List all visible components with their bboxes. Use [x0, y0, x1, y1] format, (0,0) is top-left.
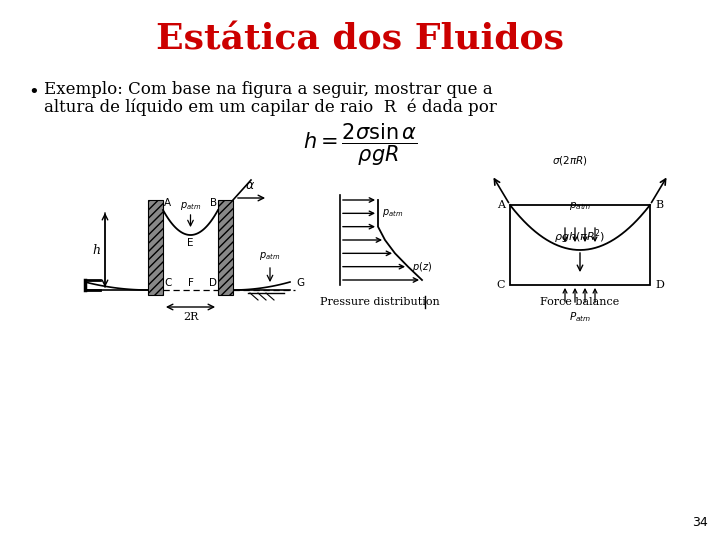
Text: $p_{atm}$: $p_{atm}$	[569, 200, 591, 212]
Text: h: h	[92, 244, 100, 256]
Text: F: F	[188, 278, 194, 288]
Text: $P_{atm}$: $P_{atm}$	[569, 310, 591, 324]
Text: $p_{atm}$: $p_{atm}$	[180, 200, 201, 212]
Text: $\sigma(2\pi R)$: $\sigma(2\pi R)$	[552, 154, 588, 167]
Text: $p(z)$: $p(z)$	[412, 260, 432, 274]
Text: Exemplo: Com base na figura a seguir, mostrar que a: Exemplo: Com base na figura a seguir, mo…	[44, 82, 492, 98]
Text: G: G	[296, 278, 304, 288]
Bar	[218, 200, 233, 295]
Text: D: D	[209, 278, 217, 288]
Text: 2R: 2R	[183, 312, 198, 322]
Text: Estática dos Fluidos: Estática dos Fluidos	[156, 23, 564, 57]
Text: C: C	[497, 280, 505, 290]
Text: B: B	[655, 200, 663, 210]
Bar	[510, 205, 650, 285]
Text: Force balance: Force balance	[541, 297, 620, 307]
Text: A: A	[497, 200, 505, 210]
Text: D: D	[655, 280, 664, 290]
Text: •: •	[28, 83, 39, 101]
Text: E: E	[187, 238, 194, 248]
Bar	[148, 200, 163, 295]
Text: $p_{atm}$: $p_{atm}$	[259, 250, 281, 262]
Text: Pressure distribution: Pressure distribution	[320, 297, 440, 307]
Text: B: B	[210, 198, 217, 208]
Text: $\alpha$: $\alpha$	[245, 179, 255, 192]
Text: C: C	[164, 278, 171, 288]
Text: $\rho gh(\pi R^2)$: $\rho gh(\pi R^2)$	[554, 228, 606, 246]
Text: $h=\dfrac{2\sigma\sin\alpha}{\rho g R}$: $h=\dfrac{2\sigma\sin\alpha}{\rho g R}$	[303, 122, 417, 168]
Text: altura de líquido em um capilar de raio  R  é dada por: altura de líquido em um capilar de raio …	[44, 98, 497, 116]
Text: $p_{atm}$: $p_{atm}$	[382, 207, 403, 219]
Text: A: A	[164, 198, 171, 208]
Text: 34: 34	[692, 516, 708, 529]
